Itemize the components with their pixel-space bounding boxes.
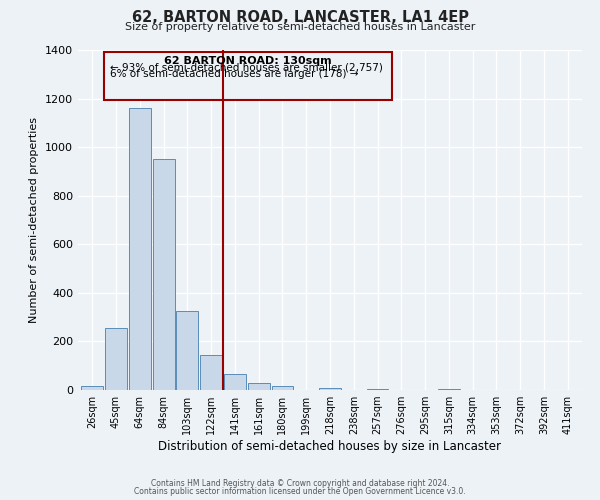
Bar — [272, 386, 293, 390]
Bar — [438, 389, 460, 390]
Bar — [224, 374, 246, 390]
Text: 62 BARTON ROAD: 130sqm: 62 BARTON ROAD: 130sqm — [164, 56, 332, 66]
Bar — [319, 388, 341, 390]
X-axis label: Distribution of semi-detached houses by size in Lancaster: Distribution of semi-detached houses by … — [158, 440, 502, 453]
Y-axis label: Number of semi-detached properties: Number of semi-detached properties — [29, 117, 40, 323]
Bar — [152, 160, 175, 390]
Text: 62, BARTON ROAD, LANCASTER, LA1 4EP: 62, BARTON ROAD, LANCASTER, LA1 4EP — [131, 10, 469, 25]
Text: Size of property relative to semi-detached houses in Lancaster: Size of property relative to semi-detach… — [125, 22, 475, 32]
Text: ← 93% of semi-detached houses are smaller (2,757): ← 93% of semi-detached houses are smalle… — [110, 62, 383, 72]
Bar — [248, 382, 269, 390]
Text: Contains public sector information licensed under the Open Government Licence v3: Contains public sector information licen… — [134, 487, 466, 496]
Bar — [82, 386, 103, 390]
Bar — [129, 108, 151, 390]
Bar — [367, 389, 388, 390]
Text: 6% of semi-detached houses are larger (178) →: 6% of semi-detached houses are larger (1… — [110, 70, 359, 80]
Bar — [200, 355, 222, 390]
Bar — [176, 311, 198, 390]
Text: Contains HM Land Registry data © Crown copyright and database right 2024.: Contains HM Land Registry data © Crown c… — [151, 478, 449, 488]
Bar — [105, 328, 127, 390]
FancyBboxPatch shape — [104, 52, 392, 100]
